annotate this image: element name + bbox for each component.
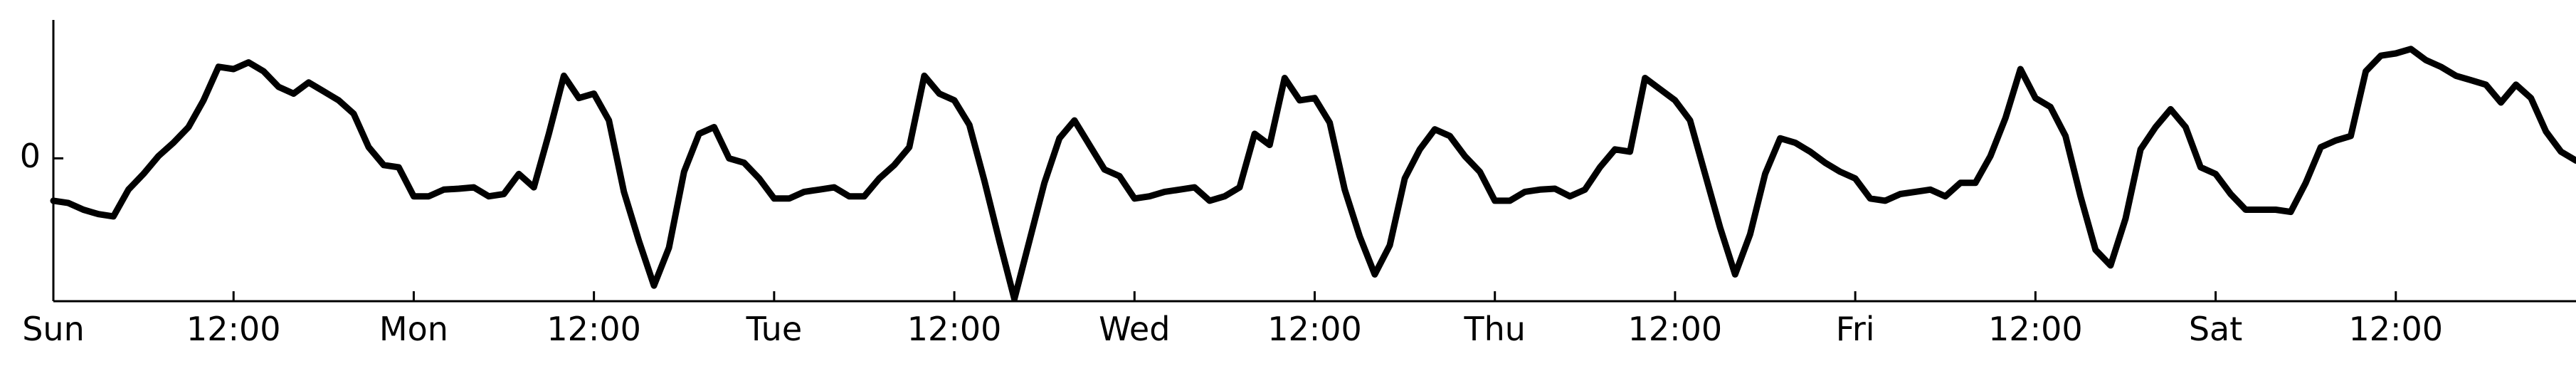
x-tick-label: 12:00	[1267, 310, 1362, 348]
x-tick-label: Sun	[22, 310, 85, 348]
ticks-layer: Sun 12:00 Mon 12:00 Tue 12:00 Wed 12:00 Thu 12:00…	[20, 137, 2443, 348]
x-tick-label: 12:00	[1988, 310, 2083, 348]
x-tick-label: Tue	[746, 310, 803, 348]
x-tick-label: 12:00	[1628, 310, 1723, 348]
x-tick-label: Mon	[379, 310, 448, 348]
x-tick-label: Thu	[1464, 310, 1526, 348]
x-tick-label: 12:00	[2348, 310, 2443, 348]
x-tick-label: 12:00	[547, 310, 641, 348]
x-tick-label: Sat	[2189, 310, 2242, 348]
y-tick-label: 0	[20, 137, 41, 175]
series-layer	[50, 46, 2576, 303]
x-tick-label: 12:00	[907, 310, 1002, 348]
x-tick-label: 12:00	[186, 310, 281, 348]
x-tick-label: Fri	[1836, 310, 1875, 348]
x-tick-label: Wed	[1099, 310, 1170, 348]
series-line	[50, 46, 2576, 303]
